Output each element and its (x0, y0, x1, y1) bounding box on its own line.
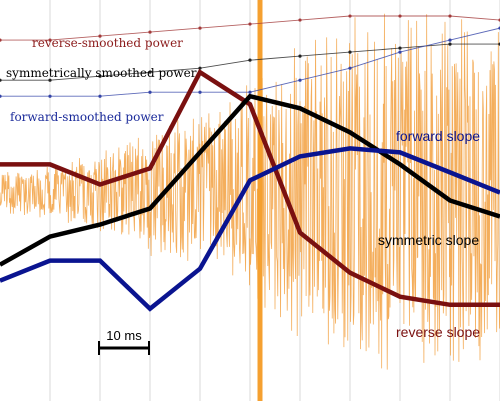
slope-lines (0, 68, 500, 312)
power-point-0-0 (0, 38, 2, 42)
power-point-1-5 (248, 58, 252, 62)
power-point-0-3 (148, 30, 152, 34)
power-point-2-9 (448, 38, 452, 42)
power-point-2-8 (398, 50, 402, 54)
power-point-0-6 (298, 18, 302, 22)
power-series-1 (0, 42, 500, 82)
power-point-0-1 (48, 38, 52, 42)
power-point-1-4 (198, 66, 202, 70)
power-point-2-2 (98, 94, 102, 98)
raw-waveform (0, 13, 500, 370)
power-point-2-4 (198, 90, 202, 94)
forward-slope-label: forward slope (396, 128, 480, 144)
smoothed-power-traces (0, 14, 500, 98)
power-point-2-6 (298, 78, 302, 82)
power-point-2-1 (48, 94, 52, 98)
power-point-1-9 (448, 42, 452, 46)
power-point-2-3 (148, 90, 152, 94)
power-point-0-8 (398, 14, 402, 18)
power-series-0 (0, 14, 500, 42)
power-point-1-6 (298, 54, 302, 58)
power-point-1-8 (398, 46, 402, 50)
reverse-slope-label: reverse slope (396, 324, 480, 340)
power-point-0-4 (198, 26, 202, 30)
power-point-2-5 (248, 90, 252, 94)
scale-bar-label: 10 ms (106, 328, 142, 343)
symmetrically-smoothed-power-label: symmetrically smoothed power (6, 66, 197, 80)
slope-line-1 (0, 93, 500, 267)
symmetric-slope-label: symmetric slope (378, 232, 479, 248)
slope-line-0 (0, 68, 500, 308)
reverse-smoothed-power-label: reverse-smoothed power (32, 36, 183, 50)
power-point-1-2 (98, 74, 102, 78)
power-point-2-0 (0, 94, 2, 98)
power-point-0-7 (348, 14, 352, 18)
power-point-1-7 (348, 50, 352, 54)
power-point-1-0 (0, 78, 2, 82)
power-point-2-7 (348, 66, 352, 70)
slope-line-2 (0, 146, 500, 312)
power-point-1-3 (148, 70, 152, 74)
waveform-trace (0, 13, 500, 370)
forward-smoothed-power-label: forward-smoothed power (10, 110, 164, 124)
power-point-0-5 (248, 22, 252, 26)
power-point-1-1 (48, 78, 52, 82)
scale-bar: 10 ms (98, 328, 150, 355)
power-point-0-2 (98, 34, 102, 38)
power-point-0-9 (448, 14, 452, 18)
